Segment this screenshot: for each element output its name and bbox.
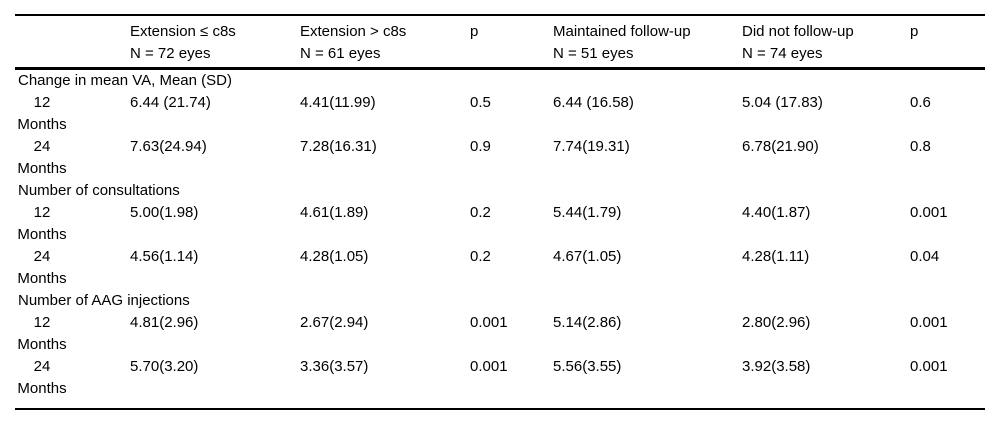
column-header-title: Did not follow-up xyxy=(742,23,854,40)
cell-p-1: 0.2 xyxy=(470,204,491,221)
column-header-title: p xyxy=(470,23,479,40)
cell-extension-gt: 3.36(3.57) xyxy=(300,358,369,375)
column-header-n: N = 74 eyes xyxy=(742,45,823,62)
column-header-title: Maintained follow-up xyxy=(553,23,691,40)
cell-did-not: 3.92(3.58) xyxy=(742,358,811,375)
column-header-did-not-followup: Did not follow-up N = 74 eyes xyxy=(742,15,910,69)
section-title: Change in mean VA, Mean (SD) xyxy=(18,72,232,89)
column-header-title: Extension > c8s xyxy=(300,23,407,40)
section-title: Number of consultations xyxy=(18,182,180,199)
cell-maintained: 5.14(2.86) xyxy=(553,314,622,331)
column-header-n: N = 51 eyes xyxy=(553,45,634,62)
cell-extension-gt: 4.61(1.89) xyxy=(300,204,369,221)
cell-did-not: 5.04 (17.83) xyxy=(742,94,823,111)
cell-p-1: 0.5 xyxy=(470,94,491,111)
cell-extension-le: 4.81(2.96) xyxy=(130,314,199,331)
paper-table-container: Extension ≤ c8s N = 72 eyes Extension > … xyxy=(15,14,985,410)
cell-p-2: 0.001 xyxy=(910,314,948,331)
row-label: 24 Months xyxy=(17,138,67,177)
column-header-title: Extension ≤ c8s xyxy=(130,23,236,40)
row-label: 12 Months xyxy=(17,314,67,353)
cell-did-not: 4.40(1.87) xyxy=(742,204,811,221)
cell-p-2: 0.001 xyxy=(910,358,948,375)
cell-extension-le: 5.70(3.20) xyxy=(130,358,199,375)
cell-p-1: 0.001 xyxy=(470,358,508,375)
cell-maintained: 5.44(1.79) xyxy=(553,204,622,221)
table-row: 12 Months 4.81(2.96) 2.67(2.94) 0.001 5.… xyxy=(15,312,985,356)
table-row: 24 Months 5.70(3.20) 3.36(3.57) 0.001 5.… xyxy=(15,356,985,409)
cell-p-1: 0.001 xyxy=(470,314,508,331)
cell-extension-gt: 7.28(16.31) xyxy=(300,138,377,155)
cell-p-1: 0.9 xyxy=(470,138,491,155)
cell-extension-le: 5.00(1.98) xyxy=(130,204,199,221)
table-row: 24 Months 4.56(1.14) 4.28(1.05) 0.2 4.67… xyxy=(15,246,985,290)
cell-did-not: 2.80(2.96) xyxy=(742,314,811,331)
header-row: Extension ≤ c8s N = 72 eyes Extension > … xyxy=(15,15,985,69)
row-label: 12 Months xyxy=(17,94,67,133)
table-row: 12 Months 6.44 (21.74) 4.41(11.99) 0.5 6… xyxy=(15,92,985,136)
column-header-title: p xyxy=(910,23,919,40)
column-header-n: N = 72 eyes xyxy=(130,45,211,62)
cell-maintained: 5.56(3.55) xyxy=(553,358,622,375)
table-row: 12 Months 5.00(1.98) 4.61(1.89) 0.2 5.44… xyxy=(15,202,985,246)
cell-extension-le: 6.44 (21.74) xyxy=(130,94,211,111)
table-row: 24 Months 7.63(24.94) 7.28(16.31) 0.9 7.… xyxy=(15,136,985,180)
cell-p-2: 0.04 xyxy=(910,248,940,265)
cell-extension-gt: 4.28(1.05) xyxy=(300,248,369,265)
cell-extension-le: 4.56(1.14) xyxy=(130,248,199,265)
column-header-extension-gt-c8s: Extension > c8s N = 61 eyes xyxy=(300,15,470,69)
cell-p-2: 0.6 xyxy=(910,94,931,111)
cell-extension-le: 7.63(24.94) xyxy=(130,138,207,155)
cell-p-2: 0.001 xyxy=(910,204,948,221)
section-title: Number of AAG injections xyxy=(18,292,190,309)
row-label: 24 Months xyxy=(17,248,67,287)
section-row-number-of-aag-injections: Number of AAG injections xyxy=(15,290,985,312)
cell-p-1: 0.2 xyxy=(470,248,491,265)
section-row-change-in-mean-va: Change in mean VA, Mean (SD) xyxy=(15,69,985,93)
cell-maintained: 6.44 (16.58) xyxy=(553,94,634,111)
column-header-maintained-followup: Maintained follow-up N = 51 eyes xyxy=(553,15,742,69)
cell-did-not: 4.28(1.11) xyxy=(742,248,810,265)
cell-extension-gt: 4.41(11.99) xyxy=(300,94,376,111)
column-header-p-1: p xyxy=(470,15,553,69)
header-blank-cell xyxy=(15,15,130,69)
cell-maintained: 4.67(1.05) xyxy=(553,248,622,265)
column-header-p-2: p xyxy=(910,15,985,69)
results-table: Extension ≤ c8s N = 72 eyes Extension > … xyxy=(15,14,985,410)
column-header-n: N = 61 eyes xyxy=(300,45,381,62)
cell-p-2: 0.8 xyxy=(910,138,931,155)
row-label: 12 Months xyxy=(17,204,67,243)
column-header-extension-le-c8s: Extension ≤ c8s N = 72 eyes xyxy=(130,15,300,69)
section-row-number-of-consultations: Number of consultations xyxy=(15,180,985,202)
row-label: 24 Months xyxy=(17,358,67,397)
cell-did-not: 6.78(21.90) xyxy=(742,138,819,155)
cell-maintained: 7.74(19.31) xyxy=(553,138,630,155)
cell-extension-gt: 2.67(2.94) xyxy=(300,314,369,331)
